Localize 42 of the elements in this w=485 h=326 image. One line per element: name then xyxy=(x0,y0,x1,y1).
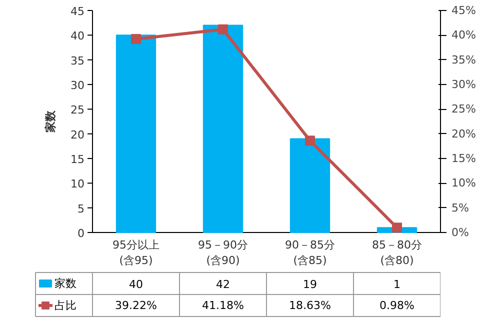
y-tick-label: 15 xyxy=(70,153,85,166)
data-label: 0.98% xyxy=(380,299,414,312)
y2-tick-label: 30% xyxy=(452,78,476,91)
y-tick-label: 35 xyxy=(70,54,85,68)
bar xyxy=(290,138,330,233)
y-tick-label: 45 xyxy=(70,5,85,18)
data-label: 18.63% xyxy=(289,299,331,312)
y2-tick-label: 15% xyxy=(452,152,476,165)
bar xyxy=(116,34,156,233)
data-label: 19 xyxy=(303,278,317,291)
y2-tick-label: 40% xyxy=(452,28,476,42)
y2-tick-label: 0% xyxy=(452,226,469,239)
y2-tick-label: 45% xyxy=(452,4,476,17)
data-label: 42 xyxy=(216,278,230,291)
y-tick-label: 20 xyxy=(70,128,85,142)
y2-tick-label: 25% xyxy=(452,102,476,116)
y-axis-title: 家数 xyxy=(44,110,57,134)
y-tick-label: 5 xyxy=(78,202,84,216)
y2-tick-label: 20% xyxy=(452,127,476,140)
y-tick-label: 40 xyxy=(70,30,85,43)
data-label: 41.18% xyxy=(202,299,244,312)
point xyxy=(392,222,402,233)
y2-tick-label: 35% xyxy=(452,53,476,66)
y-tick-label: 10 xyxy=(70,178,85,191)
y2-tick-label: 10% xyxy=(452,176,476,190)
x-tick-label: 85－80分 (含80) xyxy=(372,238,422,268)
x-tick-label: 95分以上 (含95) xyxy=(112,238,160,268)
y-tick-label: 30 xyxy=(70,79,85,92)
x-tick-label: 95－90分 (含90) xyxy=(198,238,248,268)
legend-label: 占比 xyxy=(54,299,76,312)
data-label: 40 xyxy=(129,278,143,291)
data-label: 1 xyxy=(394,278,400,291)
point xyxy=(305,136,315,146)
bar xyxy=(202,24,244,233)
legend-label: 家数 xyxy=(54,277,76,290)
point xyxy=(218,24,228,34)
y-tick-label: 25 xyxy=(70,104,85,117)
data-label: 39.22% xyxy=(115,299,157,312)
y-tick-label: 0 xyxy=(78,227,84,240)
y2-tick-label: 5% xyxy=(452,201,469,214)
point xyxy=(131,34,141,44)
x-tick-label: 90－85分 (含85) xyxy=(285,238,336,268)
